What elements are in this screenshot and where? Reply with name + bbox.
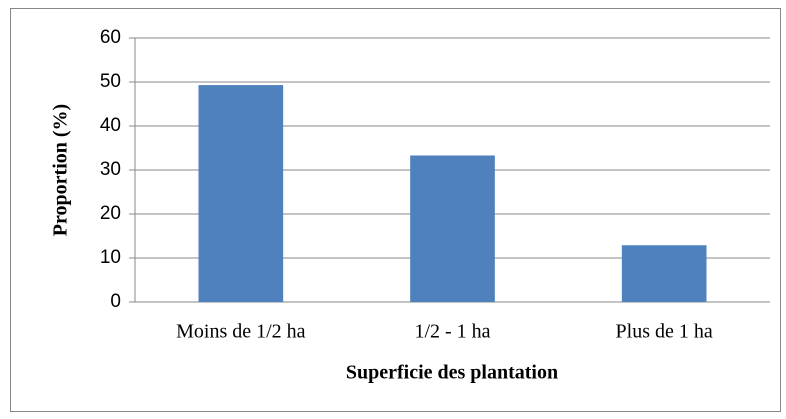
y-tick-label: 40 (100, 115, 121, 136)
y-tick-label: 20 (100, 203, 121, 224)
x-tick-label: 1/2 - 1 ha (414, 321, 490, 343)
x-tick-label: Moins de 1/2 ha (176, 321, 306, 343)
y-tick-label: 30 (100, 159, 121, 180)
bar (621, 245, 707, 302)
chart-border (10, 8, 781, 412)
y-tick-label: 60 (100, 27, 121, 48)
y-tick-label: 50 (100, 71, 121, 92)
bar (410, 155, 495, 302)
y-tick-label: 0 (110, 291, 121, 312)
x-tick-label: Plus de 1 ha (616, 321, 713, 343)
bar (198, 85, 284, 302)
x-axis-title: Superficie des plantation (346, 362, 558, 384)
y-axis-title: Proportion (%) (50, 104, 72, 236)
y-tick-label: 10 (100, 247, 121, 268)
